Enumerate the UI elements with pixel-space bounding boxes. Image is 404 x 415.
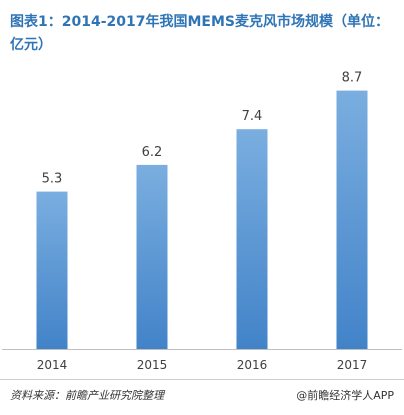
bars-group: [36, 90, 368, 349]
credit-note: @前瞻经济学人APP: [296, 389, 394, 402]
data-label-2017: 8.7: [342, 71, 363, 86]
chart-title: 图表1：2014-2017年我国MEMS麦克风市场规模（单位：亿元）: [10, 14, 389, 53]
bar-2014: [36, 191, 68, 349]
x-tick-label-2014: 2014: [37, 358, 68, 372]
data-label-2016: 7.4: [242, 109, 263, 124]
data-label-2015: 6.2: [142, 145, 163, 160]
data-labels: 5.3 6.2 7.4 8.7: [42, 71, 363, 187]
bar-chart: 2014 2015 2016 2017 5.3 6.2 7.4 8.7: [2, 71, 402, 372]
x-tick-label-2017: 2017: [337, 358, 368, 372]
data-label-2014: 5.3: [42, 172, 63, 187]
bar-2017: [336, 90, 368, 349]
source-note: 资料来源：前瞻产业研究院整理: [10, 389, 164, 402]
x-tick-label-2015: 2015: [137, 358, 168, 372]
bar-2015: [136, 164, 168, 349]
footer: 资料来源：前瞻产业研究院整理 @前瞻经济学人APP: [0, 379, 404, 415]
x-tick-label-2016: 2016: [237, 358, 268, 372]
x-tick-labels: 2014 2015 2016 2017: [37, 358, 368, 372]
bar-2016: [236, 129, 268, 349]
